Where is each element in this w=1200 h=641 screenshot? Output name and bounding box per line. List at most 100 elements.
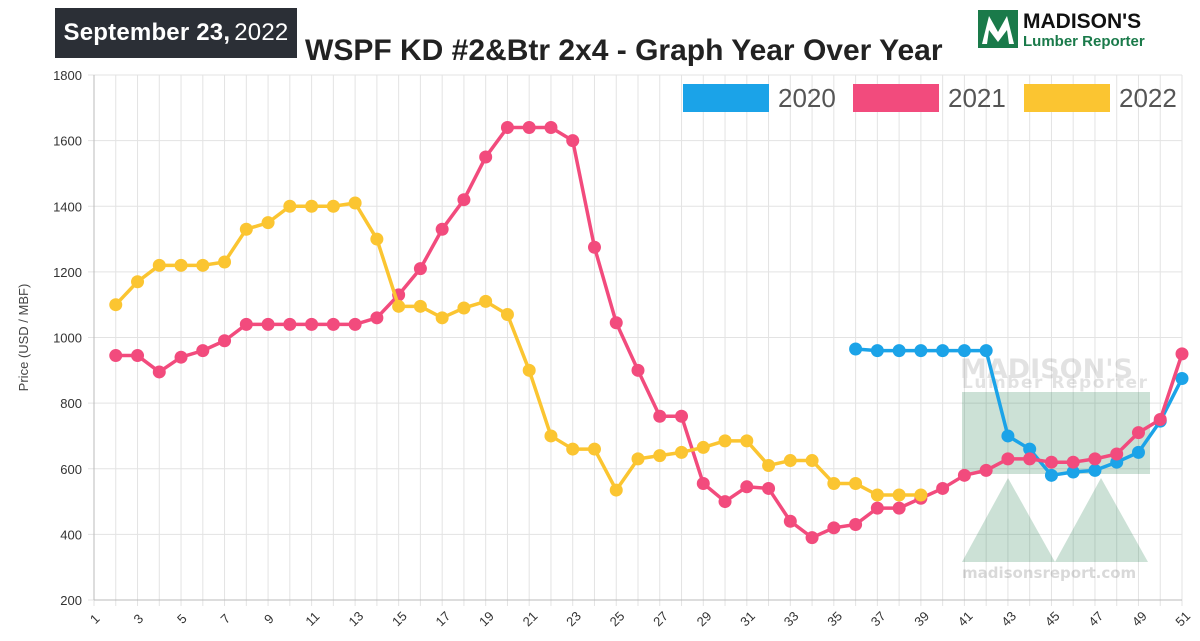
y-tick-label: 1800 — [53, 68, 82, 83]
data-point-2022 — [283, 199, 297, 213]
data-point-2021 — [326, 317, 340, 331]
x-tick-label: 35 — [824, 608, 845, 629]
x-tick-label: 9 — [261, 611, 277, 627]
data-point-2021 — [1153, 413, 1167, 427]
data-point-2021 — [762, 481, 776, 495]
x-tick-label: 23 — [563, 608, 584, 629]
data-point-2021 — [479, 150, 493, 164]
data-point-2021 — [631, 363, 645, 377]
data-point-2020 — [870, 344, 884, 358]
data-point-2021 — [239, 317, 253, 331]
watermark-website: madisonsreport.com — [962, 564, 1136, 582]
data-point-2022 — [500, 308, 514, 322]
data-point-2022 — [479, 294, 493, 308]
data-point-2022 — [587, 442, 601, 456]
data-point-2021 — [870, 501, 884, 515]
data-point-2021 — [500, 121, 514, 134]
data-point-2022 — [239, 222, 253, 236]
data-point-2021 — [1001, 452, 1015, 466]
data-point-2022 — [348, 196, 362, 210]
brand-logo: MADISON'S Lumber Reporter — [978, 10, 1145, 50]
data-point-2022 — [696, 440, 710, 454]
data-point-2021 — [152, 365, 166, 379]
x-tick-label: 27 — [650, 608, 671, 629]
x-tick-label: 5 — [174, 611, 190, 627]
y-tick-label: 1200 — [53, 265, 82, 280]
data-point-2021 — [305, 317, 319, 331]
y-tick-label: 800 — [60, 396, 82, 411]
data-point-2021 — [783, 514, 797, 528]
data-point-2021 — [109, 349, 123, 363]
data-point-2020 — [892, 344, 906, 358]
x-tick-label: 49 — [1129, 608, 1150, 629]
x-tick-label: 3 — [130, 611, 146, 627]
data-point-2021 — [587, 240, 601, 254]
data-point-2021 — [936, 481, 950, 495]
data-point-2022 — [892, 488, 906, 502]
data-point-2022 — [392, 299, 406, 313]
watermark-mountain-left — [962, 478, 1055, 562]
data-point-2021 — [1044, 455, 1058, 469]
data-point-2022 — [131, 275, 145, 289]
legend: 2020 2021 2022 — [683, 83, 1177, 113]
data-point-2021 — [718, 495, 732, 509]
y-tick-label: 1600 — [53, 134, 82, 149]
data-point-2020 — [957, 344, 971, 358]
series-line-2020 — [853, 347, 1184, 478]
x-tick-label: 39 — [911, 608, 932, 629]
data-point-2021 — [370, 311, 384, 325]
data-point-2021 — [696, 477, 710, 491]
date-year: 2022 — [234, 19, 289, 46]
data-point-2021 — [957, 468, 971, 482]
data-point-2022 — [914, 488, 928, 502]
data-point-2021 — [805, 531, 819, 545]
data-point-2022 — [653, 449, 667, 463]
data-point-2020 — [1001, 429, 1015, 443]
date-badge: September 23, 2022 — [55, 8, 297, 58]
data-point-2021 — [1110, 447, 1124, 461]
x-tick-label: 1 — [87, 611, 103, 627]
x-tick-label: 41 — [955, 608, 976, 629]
data-point-2021 — [131, 349, 145, 363]
data-point-2020 — [1175, 372, 1189, 386]
data-point-2021 — [174, 350, 188, 364]
data-point-2022 — [870, 488, 884, 502]
series-layer — [109, 121, 1189, 545]
x-tick-label: 45 — [1042, 608, 1063, 629]
y-axis-title: Price (USD / MBF) — [16, 284, 31, 392]
x-tick-label: 15 — [389, 608, 410, 629]
data-point-2022 — [609, 483, 623, 497]
data-point-2020 — [1023, 442, 1037, 456]
data-point-2022 — [196, 258, 210, 272]
x-tick-label: 33 — [781, 608, 802, 629]
date-text: September 23, — [63, 19, 231, 46]
data-point-2021 — [849, 518, 863, 532]
legend-label-2022: 2022 — [1119, 83, 1177, 113]
y-tick-label: 200 — [60, 593, 82, 608]
data-point-2021 — [1175, 347, 1189, 361]
data-point-2021 — [1131, 426, 1145, 440]
data-point-2022 — [174, 258, 188, 272]
data-point-2022 — [544, 429, 558, 443]
x-tick-label: 47 — [1085, 608, 1106, 629]
y-tick-label: 1400 — [53, 199, 82, 214]
logo-name-line1: MADISON'S — [1023, 10, 1141, 33]
data-point-2020 — [914, 344, 928, 358]
watermark-mountain-right — [1055, 478, 1148, 562]
data-point-2022 — [762, 458, 776, 472]
data-point-2022 — [109, 298, 123, 312]
data-point-2022 — [849, 477, 863, 491]
data-point-2022 — [261, 216, 275, 230]
x-tick-label: 17 — [433, 608, 454, 629]
x-tick-label: 31 — [737, 608, 758, 629]
legend-label-2020: 2020 — [778, 83, 836, 113]
legend-label-2021: 2021 — [948, 83, 1006, 113]
data-point-2021 — [566, 134, 580, 148]
data-point-2020 — [1066, 465, 1080, 479]
x-tick-label: 7 — [218, 611, 234, 627]
series-line-2022 — [114, 201, 923, 497]
data-point-2021 — [1066, 455, 1080, 469]
data-point-2021 — [218, 334, 232, 348]
data-point-2021 — [979, 463, 993, 477]
